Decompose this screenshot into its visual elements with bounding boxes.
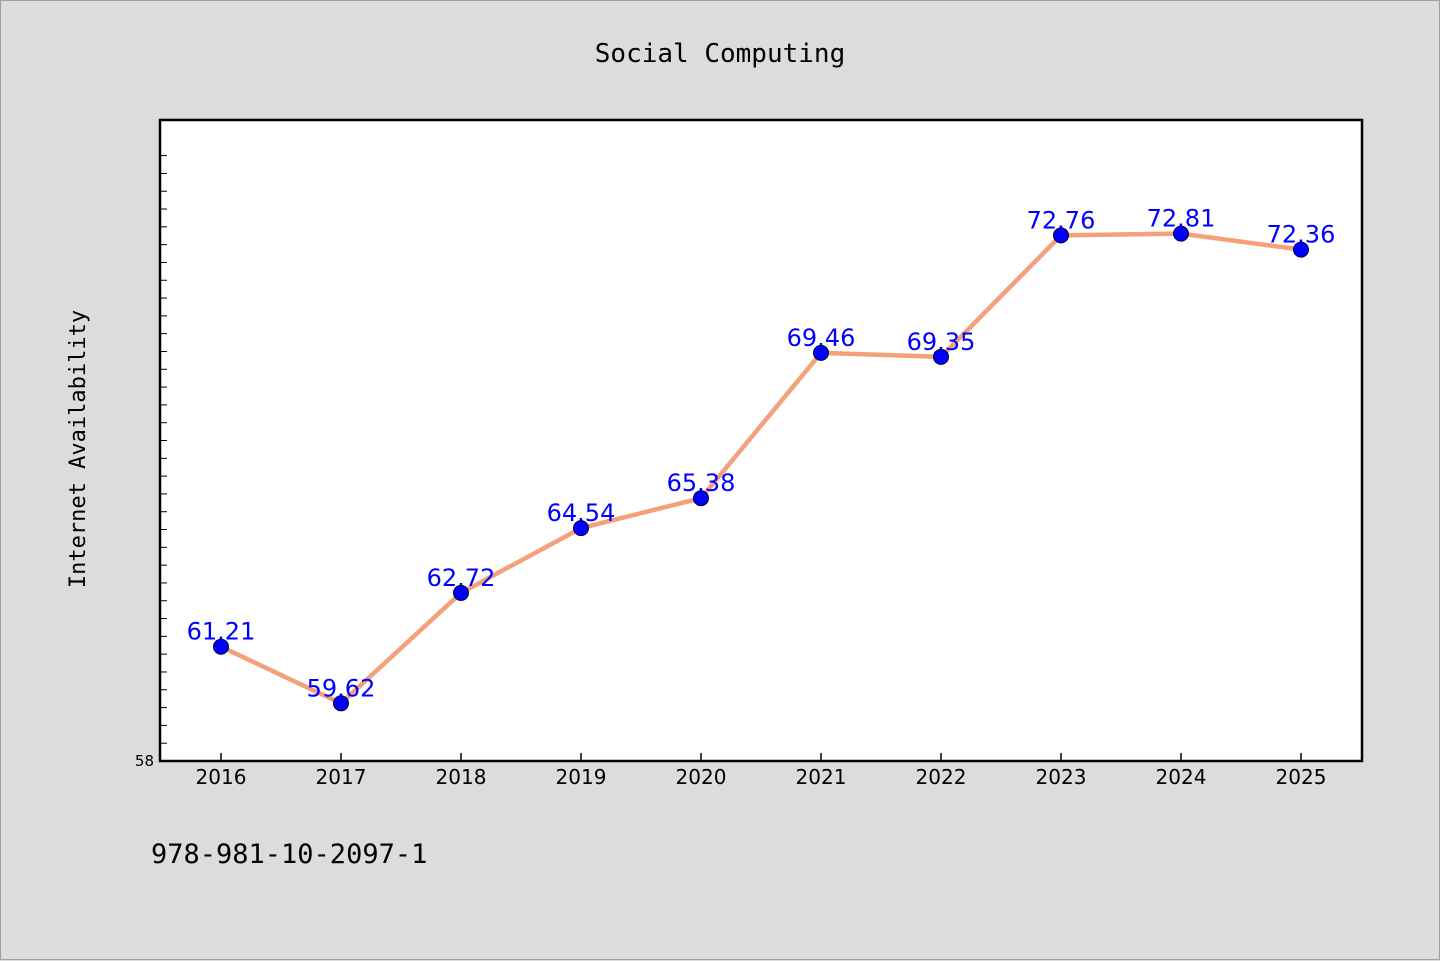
x-tick-label: 2021 [796, 765, 847, 789]
y-axis-ticks: 58 [135, 155, 167, 770]
x-tick-label: 2024 [1156, 765, 1207, 789]
y-axis-label: Internet Availability [66, 310, 91, 588]
x-tick-label: 2018 [436, 765, 487, 789]
data-point [573, 520, 589, 537]
x-tick-label: 2023 [1036, 765, 1087, 789]
x-tick-label: 2025 [1276, 765, 1327, 789]
series-line [218, 231, 1304, 706]
y-tick-label: 58 [135, 752, 154, 770]
plot-area [158, 118, 1364, 763]
data-point [1293, 241, 1309, 258]
chart-title: Social Computing [595, 39, 845, 69]
x-tick-label: 2016 [196, 765, 247, 789]
x-tick-label: 2022 [916, 765, 967, 789]
x-tick-label: 2019 [556, 765, 607, 789]
data-point [1173, 225, 1189, 242]
x-tick-label: 2017 [316, 765, 367, 789]
data-point [453, 584, 469, 601]
footnote-isbn: 978-981-10-2097-1 [151, 839, 427, 870]
x-axis-ticks: 2016 2017 2018 2019 2020 2021 2022 2023 2024 2025 [196, 753, 1327, 789]
data-point [933, 348, 949, 365]
x-tick-label: 2020 [676, 765, 727, 789]
data-point [693, 490, 709, 507]
data-point [813, 344, 829, 361]
data-point [213, 638, 229, 655]
data-point [333, 695, 349, 712]
data-point [1053, 227, 1069, 244]
